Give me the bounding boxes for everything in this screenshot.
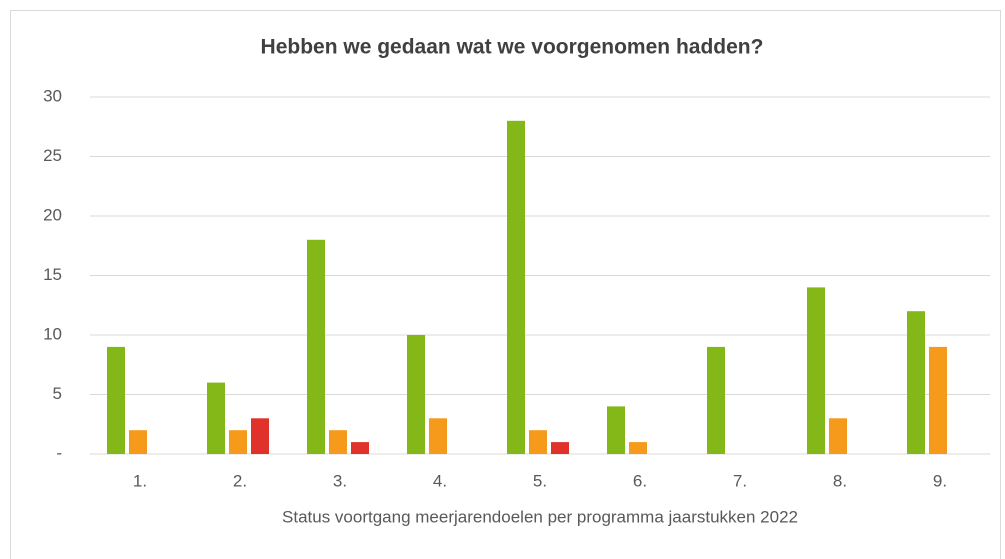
bar (407, 335, 425, 454)
bar (629, 442, 647, 454)
x-tick-label: 6. (633, 471, 647, 490)
bar (351, 442, 369, 454)
bar (129, 430, 147, 454)
x-tick-label: 2. (233, 471, 247, 490)
y-tick-label: 25 (43, 146, 62, 165)
bar (329, 430, 347, 454)
bar (207, 382, 225, 454)
x-tick-label: 9. (933, 471, 947, 490)
x-tick-label: 3. (333, 471, 347, 490)
y-tick-label: 5 (53, 384, 62, 403)
bar (807, 287, 825, 454)
y-tick-label: 30 (43, 86, 62, 105)
y-tick-label: - (56, 443, 62, 462)
bar (507, 120, 525, 455)
bar (307, 239, 325, 454)
bar (529, 430, 547, 454)
x-tick-label: 7. (733, 471, 747, 490)
bar (607, 406, 625, 454)
x-axis-label: Status voortgang meerjarendoelen per pro… (282, 507, 798, 526)
bar (229, 430, 247, 454)
x-tick-label: 4. (433, 471, 447, 490)
chart-title: Hebben we gedaan wat we voorgenomen hadd… (261, 36, 764, 59)
y-tick-label: 20 (43, 205, 62, 224)
bar (929, 346, 947, 454)
bar (107, 346, 125, 454)
bar (907, 311, 925, 454)
bar (429, 418, 447, 454)
bar (707, 346, 725, 454)
bar (551, 442, 569, 454)
y-tick-label: 15 (43, 265, 62, 284)
x-tick-label: 1. (133, 471, 147, 490)
x-tick-label: 5. (533, 471, 547, 490)
bar (251, 418, 269, 454)
x-tick-label: 8. (833, 471, 847, 490)
chart-border (10, 10, 1001, 559)
bar (829, 418, 847, 454)
y-tick-label: 10 (43, 324, 62, 343)
